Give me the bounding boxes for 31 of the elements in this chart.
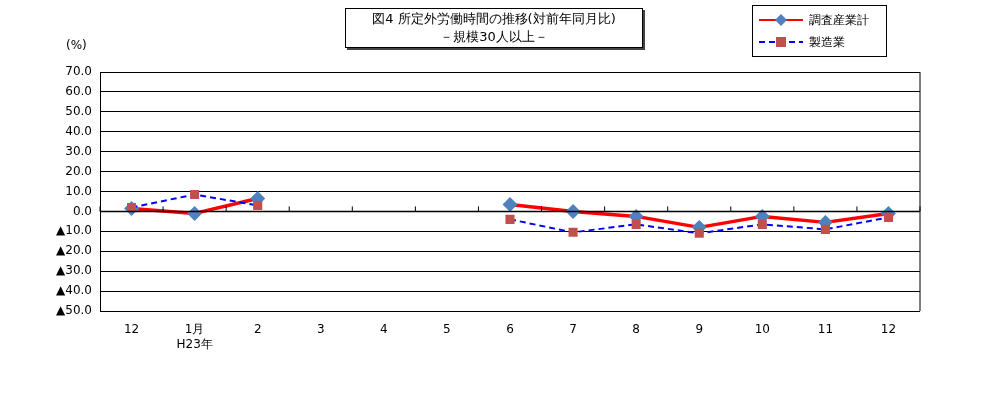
x-tick-label: 2 bbox=[253, 322, 262, 337]
y-tick-label: 50.0 bbox=[65, 103, 92, 118]
x-tick-label: 8 bbox=[632, 322, 640, 337]
x-tick-label: 1月 H23年 bbox=[176, 322, 213, 351]
y-tick-label: ▲20.0 bbox=[56, 243, 92, 258]
y-tick-label: ▲10.0 bbox=[56, 223, 92, 238]
y-tick-label: 60.0 bbox=[65, 84, 92, 99]
y-tick-label: 40.0 bbox=[65, 123, 92, 138]
y-tick-label: 20.0 bbox=[65, 163, 92, 178]
x-tick-label: 4 bbox=[380, 322, 388, 337]
y-tick-label: 70.0 bbox=[65, 64, 92, 79]
legend-label: 製造業 bbox=[809, 33, 845, 51]
y-tick-label: 10.0 bbox=[65, 183, 92, 198]
y-axis-title: (%) bbox=[66, 38, 87, 52]
x-tick-label: 12 bbox=[880, 322, 897, 337]
legend-label: 調査産業計 bbox=[809, 11, 869, 29]
y-tick-label: ▲50.0 bbox=[56, 303, 92, 318]
x-tick-label: 5 bbox=[443, 322, 451, 337]
x-tick-label: 9 bbox=[695, 322, 704, 337]
y-tick-label: 30.0 bbox=[65, 143, 92, 158]
x-tick-label: 6 bbox=[506, 322, 514, 337]
x-tick-label: 11 bbox=[817, 322, 834, 337]
x-tick-label: 12 bbox=[123, 322, 140, 337]
x-tick-label: 10 bbox=[754, 322, 770, 337]
y-tick-label: ▲30.0 bbox=[56, 263, 92, 278]
chart-subtitle: －規模30人以上－ bbox=[439, 28, 549, 46]
x-tick-label: 7 bbox=[569, 322, 577, 337]
chart-title: 図4 所定外労働時間の推移(対前年同月比) bbox=[371, 10, 617, 28]
x-tick-label: 3 bbox=[316, 322, 325, 337]
y-tick-label: 0.0 bbox=[72, 203, 92, 218]
y-tick-label: ▲40.0 bbox=[56, 283, 92, 298]
